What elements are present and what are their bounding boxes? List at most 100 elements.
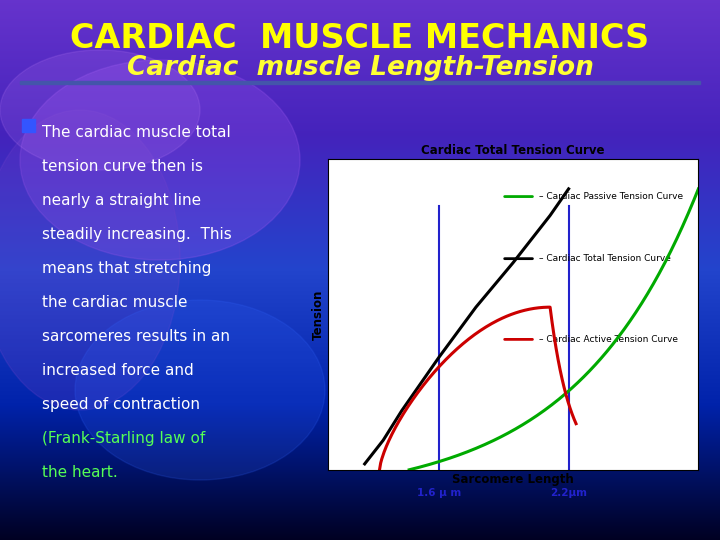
Bar [0, 517, 720, 518]
Bar [0, 346, 720, 347]
Bar [0, 373, 720, 374]
Bar [0, 536, 720, 537]
Bar [0, 502, 720, 503]
Bar [0, 296, 720, 297]
Bar [0, 306, 720, 307]
Bar [0, 108, 720, 109]
Bar [0, 240, 720, 241]
Bar [0, 425, 720, 426]
Bar [0, 501, 720, 502]
Bar [0, 294, 720, 295]
Bar [0, 48, 720, 49]
Bar [0, 303, 720, 304]
Bar [0, 174, 720, 175]
Bar [0, 384, 720, 385]
Bar [0, 120, 720, 121]
Bar [0, 202, 720, 203]
Bar [0, 16, 720, 17]
Y-axis label: Tension: Tension [312, 289, 325, 340]
Bar [0, 309, 720, 310]
Bar [0, 362, 720, 363]
Bar [0, 391, 720, 392]
Bar [0, 364, 720, 365]
Bar [0, 333, 720, 334]
Bar [0, 198, 720, 199]
Bar [0, 287, 720, 288]
Bar [0, 4, 720, 5]
Bar [0, 361, 720, 362]
Bar [0, 337, 720, 338]
Bar [0, 149, 720, 150]
Bar [0, 43, 720, 44]
Ellipse shape [0, 110, 180, 410]
Bar [0, 398, 720, 399]
Bar [0, 281, 720, 282]
Bar [0, 342, 720, 343]
Bar [0, 348, 720, 349]
Bar [0, 515, 720, 516]
X-axis label: Sarcomere Length: Sarcomere Length [452, 472, 574, 485]
Bar [0, 443, 720, 444]
Bar [0, 320, 720, 321]
Bar [0, 209, 720, 210]
Bar [20, 81, 700, 84]
Bar [0, 66, 720, 67]
Bar [0, 19, 720, 20]
Bar [0, 100, 720, 101]
Bar [0, 83, 720, 84]
Bar [0, 385, 720, 386]
Bar [0, 256, 720, 257]
Bar [0, 261, 720, 262]
Ellipse shape [0, 50, 200, 170]
Bar [0, 11, 720, 12]
Bar [0, 453, 720, 454]
Bar [0, 336, 720, 337]
Bar [0, 383, 720, 384]
Bar [0, 105, 720, 106]
Bar [0, 317, 720, 318]
Bar [0, 214, 720, 215]
Bar [0, 200, 720, 201]
Bar [0, 73, 720, 74]
Bar [0, 332, 720, 333]
Bar [0, 186, 720, 187]
Bar [0, 239, 720, 240]
Bar [0, 125, 720, 126]
Bar [0, 156, 720, 157]
Bar [0, 212, 720, 213]
Bar [0, 94, 720, 95]
Bar [0, 530, 720, 531]
Text: (Frank-Starling law of: (Frank-Starling law of [42, 431, 205, 446]
Bar [0, 478, 720, 479]
Bar [0, 507, 720, 508]
Bar [0, 312, 720, 313]
Bar [0, 367, 720, 368]
Bar [0, 231, 720, 232]
Bar [0, 523, 720, 524]
Bar [0, 448, 720, 449]
Bar [0, 521, 720, 522]
Bar [0, 525, 720, 526]
Bar [0, 160, 720, 161]
Bar [0, 300, 720, 301]
Bar [0, 181, 720, 182]
Bar [0, 531, 720, 532]
Bar [0, 291, 720, 292]
Bar [0, 72, 720, 73]
Bar [0, 308, 720, 309]
Bar [0, 439, 720, 440]
Bar [0, 427, 720, 428]
Bar [0, 221, 720, 222]
Bar [0, 338, 720, 339]
Bar [0, 482, 720, 483]
Bar [0, 193, 720, 194]
Text: increased force and: increased force and [42, 363, 194, 378]
Bar [0, 452, 720, 453]
Bar [0, 79, 720, 80]
Bar [0, 341, 720, 342]
Bar [0, 405, 720, 406]
Bar [0, 399, 720, 400]
Bar [0, 297, 720, 298]
Bar [0, 61, 720, 62]
Bar [0, 64, 720, 65]
